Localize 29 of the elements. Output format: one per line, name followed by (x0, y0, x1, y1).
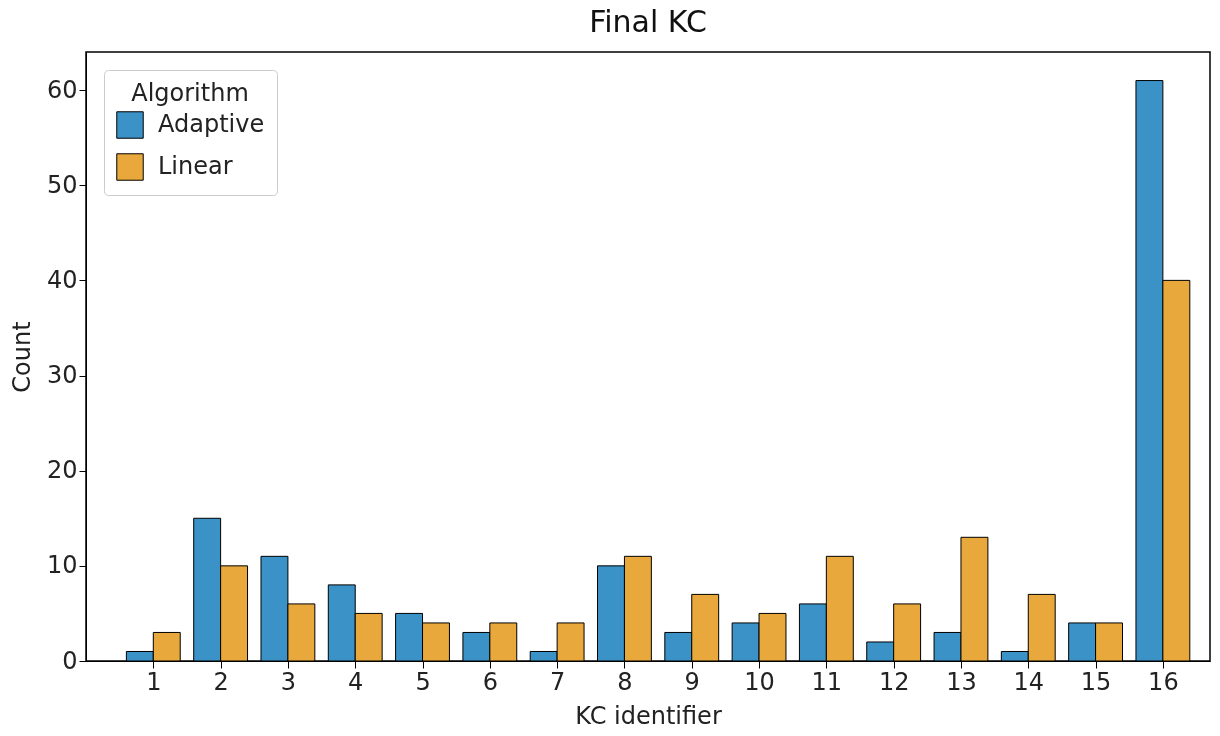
x-tick-label: 10 (744, 667, 775, 696)
y-tick-label: 60 (46, 75, 78, 104)
x-tick-label: 11 (811, 667, 843, 696)
x-axis-title: KC identifier (575, 701, 722, 730)
y-tick-label: 0 (62, 646, 78, 675)
y-axis-title: Count (7, 321, 36, 393)
x-tick-label: 3 (280, 667, 297, 696)
legend-label: Linear (158, 152, 233, 180)
y-tick-label: 50 (46, 170, 78, 199)
chart-title: Final KC (589, 4, 707, 39)
x-tick-label: 2 (213, 667, 229, 696)
x-tick-label: 5 (415, 667, 431, 696)
x-tick-label: 6 (482, 667, 498, 696)
x-tick-label: 12 (878, 667, 910, 696)
x-tick-label: 15 (1080, 667, 1112, 696)
y-tick-label: 30 (46, 361, 78, 390)
legend-label: Adaptive (158, 110, 265, 138)
x-tick-label: 4 (348, 667, 364, 696)
x-tick-label: 16 (1148, 667, 1179, 696)
y-tick-label: 10 (46, 551, 78, 580)
legend-title: Algorithm (131, 79, 249, 107)
x-tick-label: 7 (550, 667, 566, 696)
x-tick-label: 8 (617, 667, 633, 696)
x-tick-label: 14 (1013, 667, 1045, 696)
y-tick-label: 40 (46, 265, 78, 294)
y-tick-label: 20 (46, 456, 78, 485)
x-tick-label: 1 (146, 667, 162, 696)
x-tick-label: 13 (946, 667, 977, 696)
x-tick-label: 9 (684, 667, 700, 696)
